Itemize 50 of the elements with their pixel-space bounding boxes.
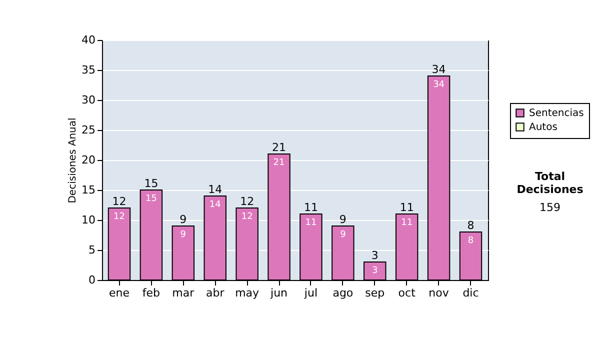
text: 159 bbox=[538, 201, 562, 214]
text: Total Decisiones bbox=[516, 170, 584, 196]
total-label: 14 bbox=[208, 183, 222, 196]
total-label: 15 bbox=[144, 177, 158, 190]
total-label: 21 bbox=[272, 141, 286, 154]
data-label: 11 bbox=[401, 218, 413, 228]
total-label: 11 bbox=[400, 201, 414, 214]
y-tick-label: 40 bbox=[82, 34, 96, 46]
data-label: 15 bbox=[145, 194, 157, 204]
total-label: 9 bbox=[180, 213, 187, 226]
y-tick-label: 0 bbox=[88, 274, 96, 286]
data-label: 9 bbox=[180, 230, 186, 240]
data-label: 8 bbox=[468, 236, 474, 246]
total-label: 9 bbox=[339, 213, 346, 226]
data-label: 14 bbox=[209, 200, 222, 210]
data-label: 34 bbox=[433, 80, 445, 90]
x-tick-label: feb bbox=[142, 286, 160, 300]
x-tick-label: ago bbox=[332, 286, 354, 300]
x-tick-label: sep bbox=[365, 286, 385, 300]
y-tick-label: 35 bbox=[82, 64, 96, 76]
y-tick-label: 20 bbox=[82, 154, 96, 166]
y-tick-label: 15 bbox=[82, 184, 96, 196]
data-label: 12 bbox=[114, 212, 125, 222]
legend-label: Autos bbox=[529, 122, 558, 133]
x-tick-label: abr bbox=[206, 286, 225, 300]
legend-label: Sentencias bbox=[529, 108, 584, 119]
total-label: 3 bbox=[371, 249, 378, 262]
y-tick-label: 30 bbox=[82, 94, 96, 106]
data-label: 21 bbox=[273, 158, 285, 168]
total-label: 11 bbox=[304, 201, 318, 214]
total-label: 12 bbox=[112, 195, 126, 208]
y-tick-label: 5 bbox=[88, 244, 96, 256]
y-axis-title: Decisiones Anual bbox=[68, 118, 79, 204]
data-label: 12 bbox=[241, 212, 253, 222]
data-label: 3 bbox=[372, 266, 378, 276]
y-tick-label: 10 bbox=[82, 214, 96, 226]
data-label: 9 bbox=[340, 230, 346, 240]
x-tick-label: jul bbox=[303, 286, 318, 300]
x-tick-label: nov bbox=[428, 286, 450, 300]
x-tick-label: oct bbox=[398, 286, 416, 300]
x-tick-label: ene bbox=[108, 286, 130, 300]
data-label: 11 bbox=[305, 218, 317, 228]
y-tick-label: 25 bbox=[82, 124, 96, 136]
total-label: 12 bbox=[240, 195, 254, 208]
total-label: 34 bbox=[432, 63, 446, 76]
x-tick-label: mar bbox=[172, 286, 195, 300]
x-tick-label: jun bbox=[270, 286, 288, 300]
x-tick-label: may bbox=[235, 286, 260, 300]
x-tick-label: dic bbox=[462, 286, 479, 300]
total-label: 8 bbox=[467, 219, 474, 232]
